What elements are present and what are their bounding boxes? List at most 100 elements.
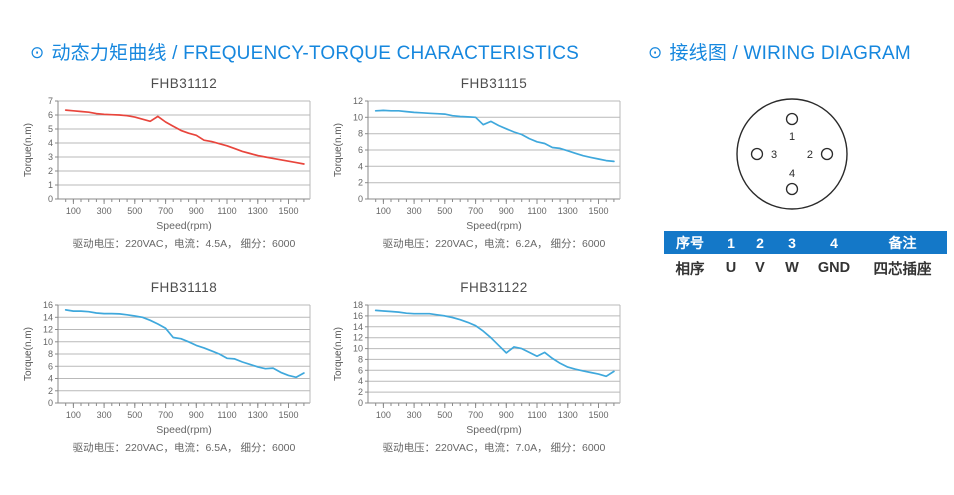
header-cell-remark: 备注 (858, 231, 947, 254)
svg-text:700: 700 (158, 206, 173, 216)
pin-2-icon (820, 147, 834, 161)
torque-speed-plot: 0 1 2 3 4 5 6 7 100 300 500 700 900 1100 1300 1500 Torqu… (22, 95, 314, 219)
svg-text:100: 100 (376, 206, 391, 216)
wiring-table: 序号 1 2 3 4 备注 相序 U V W GND 四芯插座 (664, 231, 947, 282)
svg-text:1300: 1300 (558, 410, 578, 420)
cell-w: W (774, 254, 810, 282)
frequency-torque-section-title: 动态力矩曲线 / FREQUENCY-TORQUE CHARACTERISTIC… (51, 43, 580, 64)
svg-text:700: 700 (158, 410, 173, 420)
cell-v: V (746, 254, 774, 282)
pin-2-label: 2 (807, 149, 813, 161)
chart-caption: 驱动电压：220VAC，电流：6.2A， 细分：6000 (382, 238, 606, 250)
chart-fhb31118: FHB31118 0 2 4 6 8 10 12 14 16 100 300 500 700 900 110… (22, 280, 314, 455)
svg-text:900: 900 (189, 410, 204, 420)
svg-text:300: 300 (407, 206, 422, 216)
svg-text:1500: 1500 (278, 206, 298, 216)
svg-text:900: 900 (499, 410, 514, 420)
svg-text:0: 0 (358, 398, 363, 408)
x-axis-label: Speed(rpm) (466, 220, 522, 232)
svg-text:1500: 1500 (278, 410, 298, 420)
svg-text:2: 2 (358, 387, 363, 397)
pin-4-icon (785, 182, 799, 196)
chart-title: FHB31112 (150, 76, 218, 91)
connector-circle-drawing: 1 2 3 4 (736, 98, 848, 210)
svg-text:7: 7 (48, 96, 53, 106)
pin-3-label: 3 (771, 149, 777, 161)
pin-4-label: 4 (789, 168, 795, 180)
svg-text:6: 6 (358, 365, 363, 375)
svg-text:2: 2 (48, 386, 53, 396)
svg-text:2: 2 (48, 166, 53, 176)
svg-text:6: 6 (48, 110, 53, 120)
wiring-section-header: ⊙ 接线图 / WIRING DIAGRAM (648, 38, 911, 65)
svg-text:6: 6 (48, 361, 53, 371)
svg-text:6: 6 (358, 145, 363, 155)
svg-text:1: 1 (48, 180, 53, 190)
chart-title: FHB31118 (150, 280, 218, 295)
wiring-section-title: 接线图 / WIRING DIAGRAM (669, 43, 911, 64)
svg-text:100: 100 (66, 206, 81, 216)
svg-text:4: 4 (48, 138, 53, 148)
svg-text:1300: 1300 (558, 206, 578, 216)
circle-dot-icon: ⊙ (30, 43, 45, 62)
svg-text:8: 8 (358, 354, 363, 364)
svg-text:1300: 1300 (248, 410, 268, 420)
svg-text:14: 14 (353, 322, 363, 332)
svg-text:8: 8 (48, 349, 53, 359)
header-cell-4: 4 (810, 231, 858, 254)
svg-text:0: 0 (48, 194, 53, 204)
svg-text:300: 300 (97, 206, 112, 216)
cell-u: U (716, 254, 746, 282)
svg-text:10: 10 (43, 337, 53, 347)
svg-text:18: 18 (353, 300, 363, 310)
svg-text:1100: 1100 (217, 410, 236, 420)
svg-text:4: 4 (358, 376, 363, 386)
cell-gnd: GND (810, 254, 858, 282)
chart-caption: 驱动电压：220VAC，电流：7.0A， 细分：6000 (382, 442, 606, 454)
cell-remark: 四芯插座 (858, 254, 947, 282)
svg-text:8: 8 (358, 129, 363, 139)
svg-text:900: 900 (189, 206, 204, 216)
svg-text:1500: 1500 (588, 206, 608, 216)
svg-text:2: 2 (358, 178, 363, 188)
header-cell-index: 序号 (664, 231, 716, 254)
svg-text:0: 0 (48, 398, 53, 408)
svg-text:700: 700 (468, 206, 483, 216)
chart-fhb31115: FHB31115 0 2 4 6 8 10 12 100 300 500 700 900 1100 130… (332, 76, 624, 251)
chart-title: FHB31122 (460, 280, 528, 295)
connector-outline (736, 98, 848, 210)
svg-text:Torque(n.m): Torque(n.m) (23, 327, 34, 381)
chart-caption: 驱动电压：220VAC，电流：4.5A， 细分：6000 (72, 238, 296, 250)
wiring-table-header-row: 序号 1 2 3 4 备注 (664, 231, 947, 254)
svg-text:12: 12 (353, 96, 363, 106)
svg-text:500: 500 (437, 206, 452, 216)
torque-speed-plot: 0 2 4 6 8 10 12 14 16 18 100 300 500 700 900 1100 1300 15… (332, 299, 624, 423)
svg-text:100: 100 (376, 410, 391, 420)
cell-phase: 相序 (664, 254, 716, 282)
svg-text:Torque(n.m): Torque(n.m) (333, 123, 344, 177)
frequency-torque-section-header: ⊙ 动态力矩曲线 / FREQUENCY-TORQUE CHARACTERISTI… (30, 38, 579, 65)
header-cell-3: 3 (774, 231, 810, 254)
svg-text:1300: 1300 (248, 206, 268, 216)
svg-text:Torque(n.m): Torque(n.m) (333, 327, 344, 381)
svg-text:16: 16 (353, 311, 363, 321)
svg-text:16: 16 (43, 300, 53, 310)
svg-text:12: 12 (353, 333, 363, 343)
svg-text:4: 4 (48, 374, 53, 384)
torque-speed-plot: 0 2 4 6 8 10 12 14 16 100 300 500 700 900 1100 1300 1500… (22, 299, 314, 423)
svg-text:0: 0 (358, 194, 363, 204)
svg-text:14: 14 (43, 312, 53, 322)
x-axis-label: Speed(rpm) (466, 424, 522, 436)
pin-1-icon (785, 112, 799, 126)
svg-text:900: 900 (499, 206, 514, 216)
svg-text:100: 100 (66, 410, 81, 420)
svg-text:10: 10 (353, 344, 363, 354)
svg-text:300: 300 (407, 410, 422, 420)
svg-text:12: 12 (43, 325, 53, 335)
svg-text:500: 500 (127, 206, 142, 216)
circle-dot-icon: ⊙ (648, 43, 663, 62)
x-axis-label: Speed(rpm) (156, 220, 212, 232)
svg-text:500: 500 (127, 410, 142, 420)
header-cell-1: 1 (716, 231, 746, 254)
